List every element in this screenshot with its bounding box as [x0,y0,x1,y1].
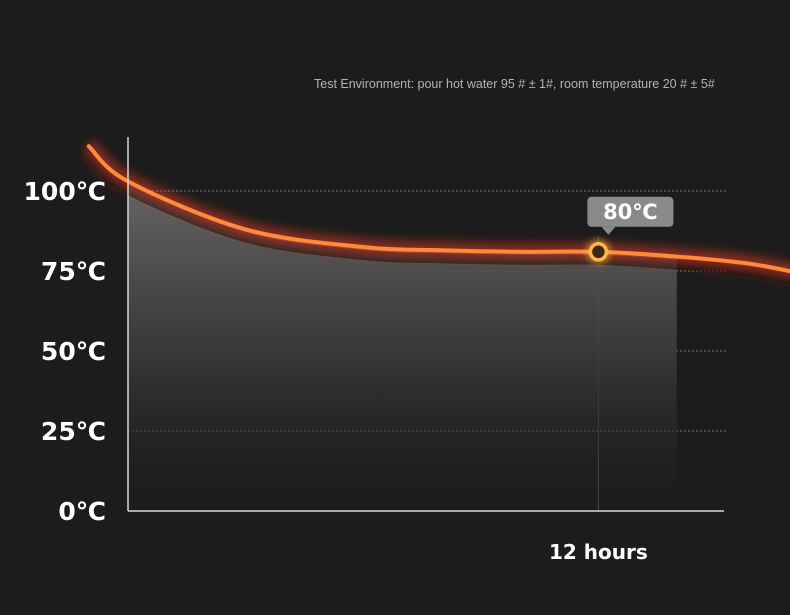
y-tick-label-75: 75℃ [41,257,106,286]
y-tick-label-100: 100℃ [24,177,106,206]
y-tick-label-50: 50℃ [41,337,106,366]
test-environment-note: Test Environment: pour hot water 95 # ± … [314,77,715,91]
callout-pointer-0 [601,226,616,235]
series-line [86,144,790,274]
y-tick-label-25: 25℃ [41,417,106,446]
data-point-marker-0 [588,242,609,262]
callout-box-0 [587,196,674,227]
y-tick-label-0: 0℃ [58,497,106,526]
annotation-layer: 80℃65℃ [585,196,674,265]
callout-label-0: 80℃ [603,200,658,224]
x-tick-label-12: 12 hours [549,540,648,564]
